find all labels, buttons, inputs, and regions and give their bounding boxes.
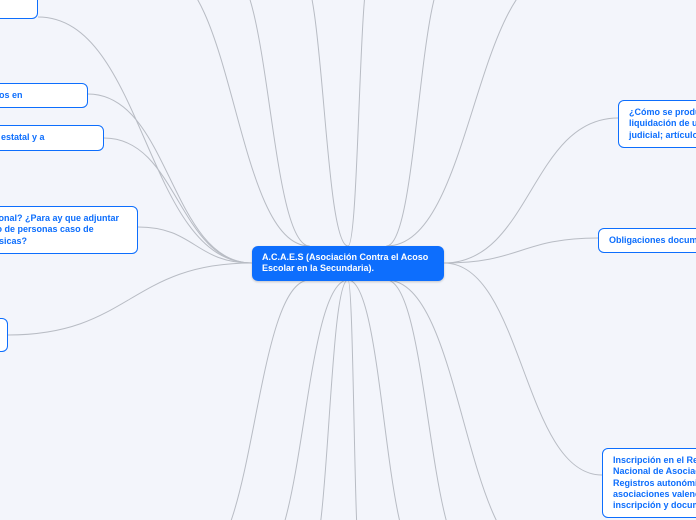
branch-n1[interactable]: sociación? — [0, 0, 38, 19]
branch-n4[interactable]: cta fundacional? ¿Para ay que adjuntar a… — [0, 206, 138, 254]
branch-n8[interactable]: Inscripción en el Registro Nacional de A… — [602, 448, 696, 518]
center-topic-label: A.C.A.E.S (Asociación Contra el Acoso Es… — [262, 252, 428, 273]
branch-label: cta fundacional? ¿Para ay que adjuntar a… — [0, 213, 119, 246]
center-topic[interactable]: A.C.A.E.S (Asociación Contra el Acoso Es… — [252, 246, 444, 281]
branch-label: Obligaciones documentales — [609, 235, 696, 245]
branch-n2[interactable]: los obtenidos en — [0, 83, 88, 108]
branch-n3[interactable]: ora: a nivel estatal y a — [0, 125, 104, 151]
mindmap-canvas: A.C.A.E.S (Asociación Contra el Acoso Es… — [0, 0, 696, 520]
branch-n7[interactable]: Obligaciones documentales — [598, 228, 696, 253]
branch-n6[interactable]: ¿Cómo se produce la liquidación de una a… — [618, 100, 696, 148]
branch-label: Inscripción en el Registro Nacional de A… — [613, 455, 696, 510]
branch-label: los obtenidos en — [0, 90, 23, 100]
branch-label: ¿Cómo se produce la liquidación de una a… — [629, 107, 696, 140]
branch-label: ora: a nivel estatal y a — [0, 132, 45, 142]
branch-n5[interactable] — [0, 318, 8, 352]
